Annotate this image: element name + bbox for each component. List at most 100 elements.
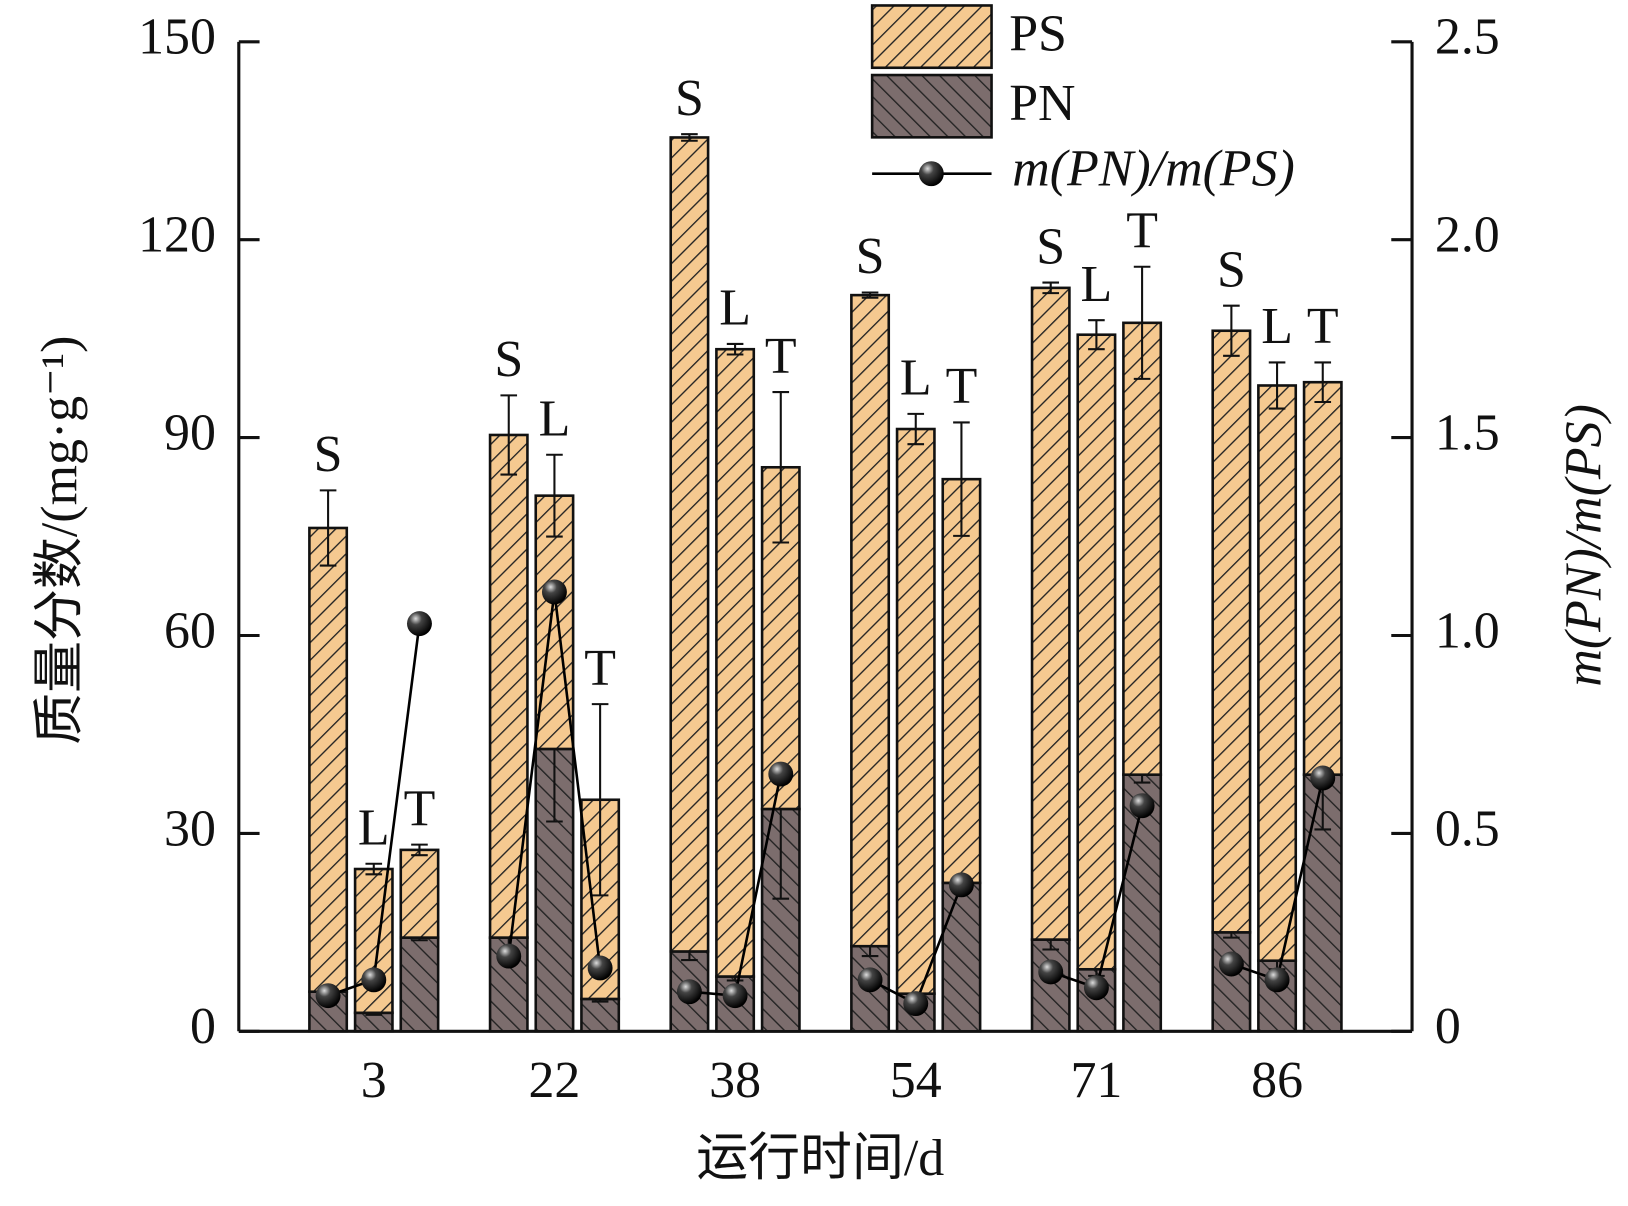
error-bar — [1223, 304, 1240, 357]
y2-tick-label: 1.5 — [1435, 405, 1500, 462]
error-bar — [907, 412, 925, 446]
bar-label: T — [946, 358, 978, 415]
ratio-point — [1129, 793, 1155, 819]
y-axis-label: 质量分数/(mg·g⁻¹) — [31, 336, 88, 745]
bar-hatch — [941, 477, 982, 885]
bar-hatch — [308, 526, 349, 994]
bar-label: S — [494, 331, 523, 388]
bar-hatch — [1211, 931, 1252, 1033]
ratio-point — [407, 611, 432, 637]
bar-label: L — [358, 799, 390, 856]
bar-label: L — [719, 280, 751, 337]
error-bar — [546, 453, 563, 538]
y-tick-label: 120 — [138, 207, 216, 264]
bar-label: T — [1307, 298, 1339, 355]
bar-hatch — [895, 427, 936, 995]
bar-label: L — [900, 350, 932, 407]
y-tick-label: 90 — [164, 405, 216, 462]
bar-hatch — [399, 936, 440, 1033]
ratio-point — [361, 967, 387, 993]
legend-marker — [918, 161, 944, 187]
ratio-point — [587, 955, 613, 981]
legend-label: m(PN)/m(PS) — [1012, 141, 1295, 198]
y2-axis-label: m(PN)/m(PS) — [1555, 404, 1612, 687]
legend-hatch — [870, 4, 993, 70]
y2-tick-label: 2.5 — [1435, 9, 1500, 66]
y-tick-label: 30 — [164, 800, 216, 857]
error-bar — [1042, 281, 1060, 295]
ratio-point — [496, 943, 522, 969]
ratio-point — [768, 761, 794, 787]
ratio-point — [1310, 765, 1336, 791]
y2-tick-label: 0.5 — [1435, 800, 1500, 857]
bar-hatch — [760, 465, 801, 811]
bar-hatch — [1030, 286, 1071, 941]
ratio-point — [1038, 959, 1064, 985]
bar-label: L — [1261, 298, 1293, 355]
bar-hatch — [1302, 380, 1343, 776]
error-bar — [1314, 361, 1332, 404]
bar-hatch — [669, 136, 710, 953]
ratio-point — [948, 872, 974, 898]
error-bar — [365, 862, 383, 876]
y-tick-label: 0 — [190, 998, 216, 1055]
bar-label: L — [1081, 256, 1113, 313]
x-axis-label: 运行时间/d — [696, 1130, 944, 1187]
bar-label: S — [1036, 218, 1065, 275]
error-bar — [500, 394, 518, 476]
bar-hatch — [1257, 384, 1298, 963]
error-bar — [772, 391, 790, 544]
x-tick-label: 86 — [1251, 1052, 1303, 1109]
bar-hatch — [1122, 321, 1163, 776]
bar-hatch — [850, 293, 891, 948]
x-tick-label: 71 — [1070, 1052, 1122, 1109]
error-bar — [591, 703, 609, 897]
ratio-point — [903, 991, 929, 1017]
legend-hatch — [870, 73, 993, 139]
x-tick-label: 38 — [709, 1052, 761, 1109]
bar-hatch — [941, 881, 982, 1033]
ratio-point — [722, 983, 748, 1009]
bar-label: S — [675, 70, 704, 127]
bar-hatch — [1030, 938, 1071, 1033]
error-bar — [319, 489, 337, 567]
error-bar — [953, 421, 970, 537]
error-bar — [1268, 361, 1286, 410]
bar-hatch — [715, 347, 756, 978]
bar-hatch — [1211, 329, 1252, 934]
bar-hatch — [580, 997, 621, 1033]
y-tick-label: 150 — [138, 9, 216, 66]
bar-label: S — [856, 228, 885, 285]
error-bar — [681, 133, 698, 142]
ratio-point — [1264, 967, 1290, 993]
ratio-point — [1083, 975, 1109, 1001]
ratio-point — [541, 579, 567, 605]
ratio-point — [857, 967, 883, 993]
x-tick-label: 22 — [528, 1052, 580, 1109]
ratio-point — [315, 983, 341, 1009]
y2-tick-label: 0 — [1435, 998, 1461, 1055]
y-tick-label: 60 — [164, 602, 216, 659]
bar-label: S — [1217, 241, 1246, 298]
bar-label: T — [765, 328, 797, 385]
y2-tick-label: 1.0 — [1435, 602, 1500, 659]
error-bar — [1088, 319, 1105, 351]
bar-label: T — [404, 780, 436, 837]
x-tick-label: 3 — [361, 1052, 387, 1109]
error-bar — [1133, 265, 1151, 380]
error-bar — [861, 291, 879, 299]
bar-hatch — [1076, 333, 1117, 971]
y2-tick-label: 2.0 — [1435, 207, 1500, 264]
bar-label: L — [539, 391, 571, 448]
error-bar — [726, 342, 744, 356]
bar-label: T — [1126, 203, 1158, 260]
ratio-point — [1218, 951, 1244, 977]
error-bar — [411, 843, 428, 857]
bar-label: T — [584, 640, 616, 697]
ratio-point — [676, 979, 702, 1005]
x-tick-label: 54 — [890, 1052, 942, 1109]
bar-label: S — [314, 426, 343, 483]
legend-label: PS — [1009, 6, 1067, 63]
legend-label: PN — [1009, 75, 1075, 132]
